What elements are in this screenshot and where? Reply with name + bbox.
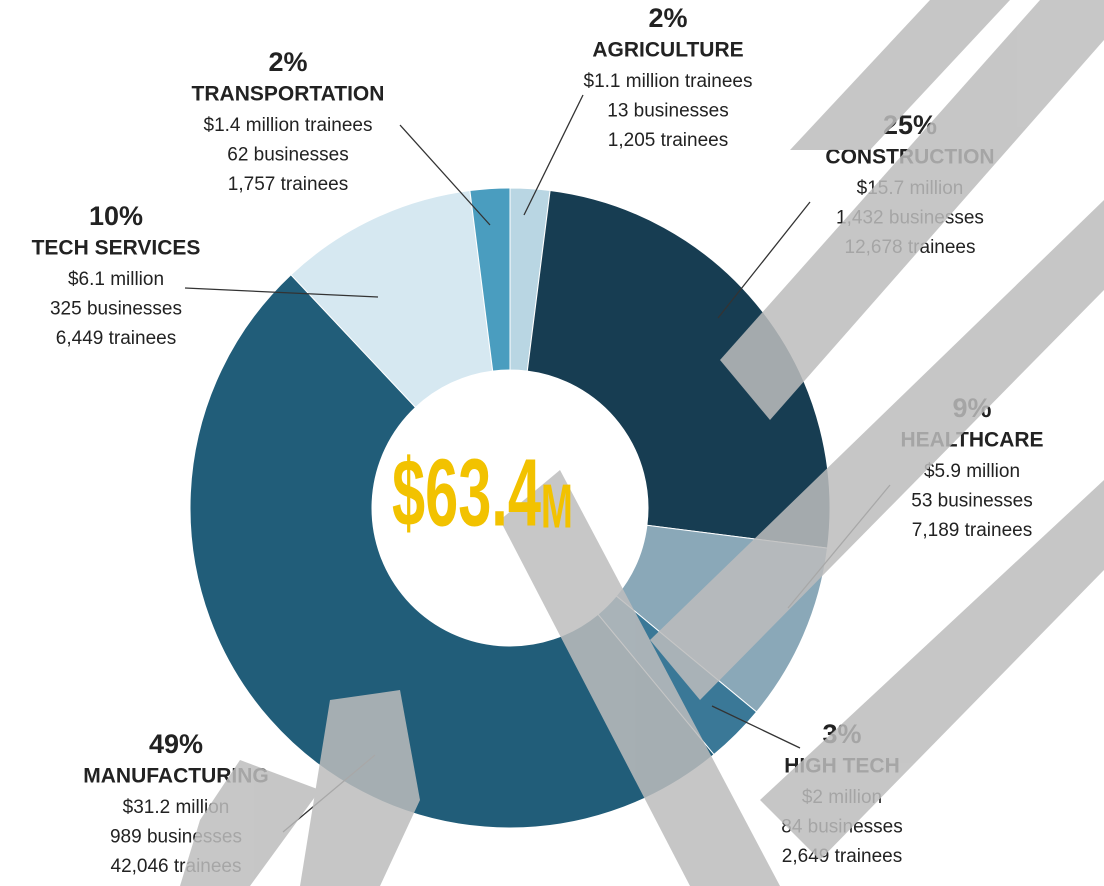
donut-segment (290, 189, 494, 409)
center-value-unit: M (541, 471, 573, 541)
center-text: $63.4M (392, 439, 573, 546)
percent-label: 2% (268, 47, 307, 77)
detail-label: $1.4 million trainees (204, 115, 373, 136)
watermark-stripe (650, 200, 1104, 700)
watermark-stripe (790, 0, 1010, 150)
watermark-stripe (180, 760, 320, 886)
watermark-stripe (300, 690, 420, 886)
detail-label: 2,649 trainees (782, 846, 902, 867)
labels: 2% AGRICULTURE $1.1 million trainees 13 bus… (32, 3, 1044, 877)
donut-segment (469, 187, 511, 372)
center-value-number: $63.4 (392, 439, 541, 546)
detail-label: $6.1 million (68, 269, 164, 290)
detail-label: 13 businesses (607, 100, 728, 121)
watermark (180, 0, 1104, 886)
leader-line (717, 201, 811, 319)
watermark-stripe (720, 0, 1104, 420)
leader-line (523, 94, 584, 216)
detail-label: $1.1 million trainees (584, 71, 753, 92)
detail-label: 1,757 trainees (228, 174, 348, 195)
detail-label: 62 businesses (227, 144, 348, 165)
watermark-stripe (760, 480, 1104, 860)
leader-line (399, 124, 491, 226)
category-label: TRANSPORTATION (192, 82, 385, 105)
category-label: TECH SERVICES (32, 236, 201, 259)
percent-label: 49% (149, 729, 203, 759)
leader-line (184, 287, 379, 298)
detail-label: 7,189 trainees (912, 520, 1032, 541)
leader-line (711, 705, 801, 749)
detail-label: 6,449 trainees (56, 328, 176, 349)
detail-label: $31.2 million (123, 797, 230, 818)
center-label: $63.4M (392, 439, 573, 546)
watermark-stripe (500, 470, 780, 886)
percent-label: 2% (648, 3, 687, 33)
category-label: MANUFACTURING (83, 764, 268, 787)
donut-segment (189, 274, 715, 829)
detail-label: 53 businesses (911, 490, 1032, 511)
percent-label: 10% (89, 201, 143, 231)
detail-label: 325 businesses (50, 298, 182, 319)
detail-label: 1,205 trainees (608, 130, 728, 151)
detail-label: $5.9 million (924, 461, 1020, 482)
category-label: AGRICULTURE (592, 38, 743, 61)
center-value: $63.4M (392, 439, 573, 546)
